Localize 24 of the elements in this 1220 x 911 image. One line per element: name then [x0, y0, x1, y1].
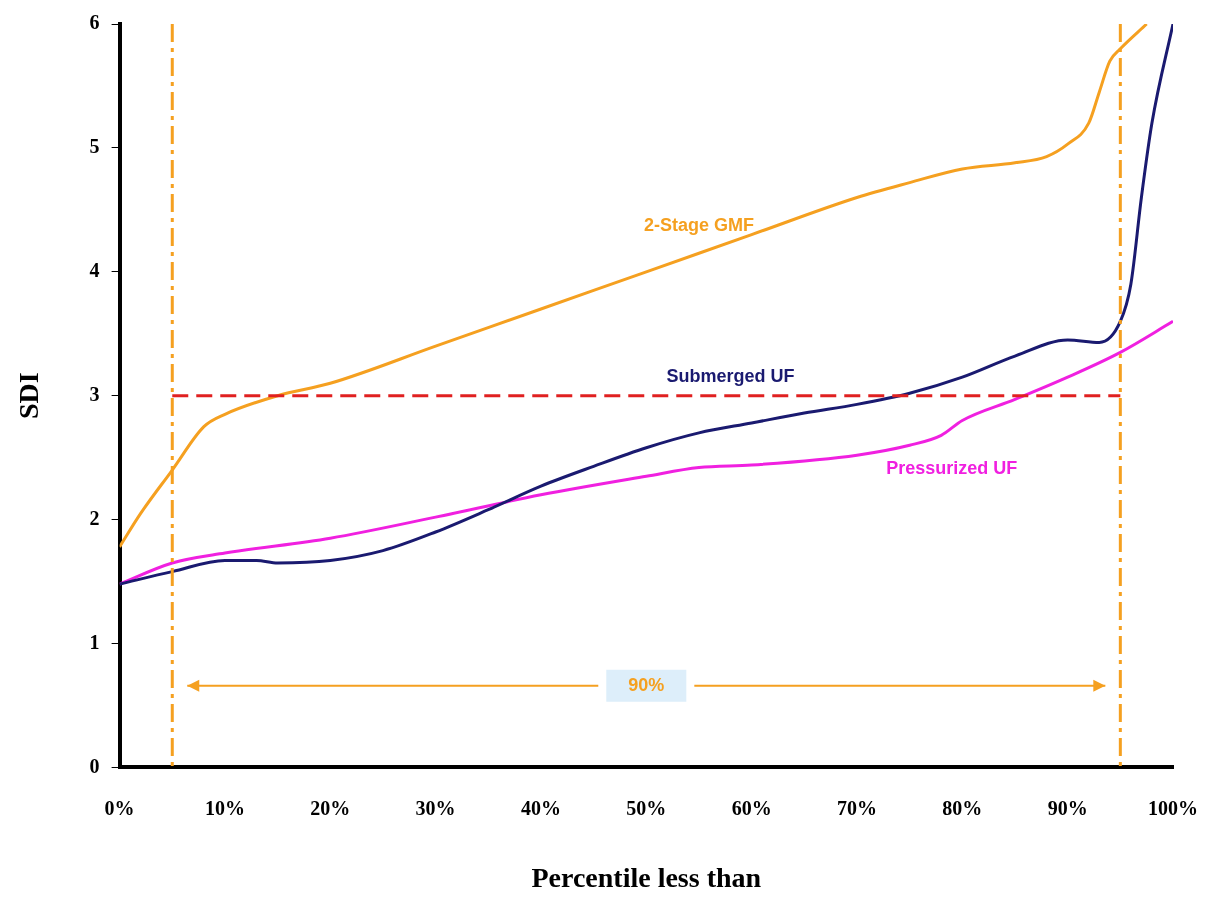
y-tick-label: 2 [89, 506, 100, 529]
x-axis-title: Percentile less than [531, 862, 762, 894]
series-label: Pressurized UF [886, 458, 1018, 479]
y-axis-title: SDI [13, 372, 45, 420]
y-tick-label: 0 [89, 754, 100, 777]
y-tick-label: 3 [89, 382, 100, 405]
y-tick-label: 1 [89, 630, 100, 653]
x-tick-label: 10% [204, 796, 245, 819]
annotation: 90% [628, 674, 665, 695]
x-tick-label: 70% [836, 796, 877, 819]
y-tick-label: 6 [89, 11, 100, 34]
x-tick-label: 20% [310, 796, 351, 819]
x-tick-label: 60% [731, 796, 772, 819]
y-tick-label: 4 [89, 258, 100, 281]
x-tick-label: 100% [1148, 796, 1198, 819]
y-tick-label: 5 [89, 135, 100, 158]
x-tick-label: 0% [104, 796, 135, 819]
x-tick-label: 90% [1047, 796, 1088, 819]
series-label: Submerged UF [666, 365, 795, 386]
x-tick-label: 30% [415, 796, 456, 819]
x-tick-label: 80% [942, 796, 983, 819]
series-label: 2-Stage GMF [643, 214, 754, 235]
x-tick-label: 50% [626, 796, 667, 819]
x-tick-label: 40% [520, 796, 561, 819]
